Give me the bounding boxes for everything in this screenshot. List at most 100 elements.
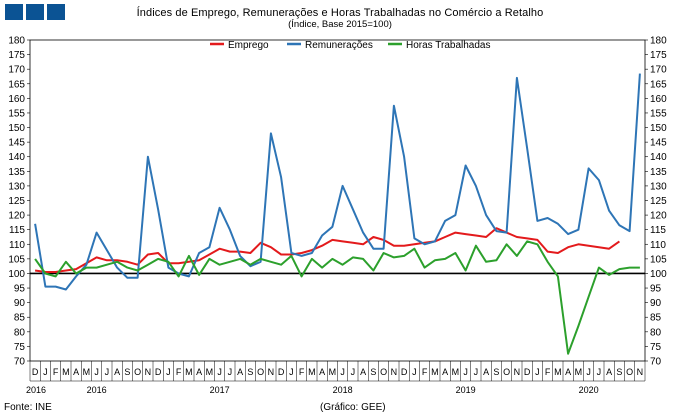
x-month-label: D: [32, 367, 39, 377]
y-tick-label-left: 180: [8, 36, 25, 47]
chart-subtitle: (Índice, Base 2015=100): [288, 19, 392, 30]
x-month-label: J: [586, 367, 591, 377]
y-tick-label-left: 145: [8, 138, 25, 149]
series-line-horas-trabalhadas: [34, 240, 640, 355]
x-month-label: M: [431, 367, 439, 377]
y-tick-label-left: 135: [8, 167, 25, 178]
x-month-label: A: [606, 367, 612, 377]
y-tick-label-left: 115: [9, 225, 25, 236]
y-tick-label-right: 120: [650, 211, 667, 222]
plot-frame: [29, 39, 646, 362]
x-month-label: M: [452, 367, 460, 377]
chart-credit: (Gráfico: GEE): [320, 402, 386, 413]
x-month-label: M: [206, 367, 214, 377]
x-year-label: 2017: [210, 385, 230, 395]
y-tick-label-right: 140: [650, 152, 667, 163]
x-month-label: M: [329, 367, 337, 377]
x-month-label: M: [83, 367, 91, 377]
y-tick-label-left: 140: [8, 152, 25, 163]
logo-block: [26, 4, 44, 20]
y-tick-label-left: 105: [8, 254, 25, 265]
chart-title: Índices de Emprego, Remunerações e Horas…: [136, 7, 544, 19]
x-month-label: J: [412, 367, 417, 377]
x-month-label: J: [289, 367, 294, 377]
x-month-label: O: [626, 367, 633, 377]
y-tick-label-right: 80: [650, 327, 662, 338]
x-month-label: O: [503, 367, 510, 377]
y-tick-label-left: 155: [8, 108, 25, 119]
y-tick-label-right: 180: [650, 36, 667, 47]
series-line-emprego: [34, 227, 620, 273]
x-month-label: S: [247, 367, 253, 377]
x-month-label: A: [442, 367, 448, 377]
x-month-label: J: [474, 367, 479, 377]
y-tick-label-left: 75: [14, 342, 26, 353]
x-year-label: 2016: [26, 385, 46, 395]
x-month-label: N: [637, 367, 644, 377]
x-month-label: J: [105, 367, 110, 377]
y-tick-label-right: 150: [650, 123, 667, 134]
x-month-label: J: [43, 367, 48, 377]
x-month-label: F: [299, 367, 305, 377]
x-month-label: M: [308, 367, 316, 377]
x-year-label: 2018: [333, 385, 353, 395]
y-tick-label-right: 105: [650, 254, 667, 265]
x-month-label: J: [597, 367, 602, 377]
y-tick-label-right: 160: [650, 94, 667, 105]
y-tick-label-right: 130: [650, 181, 667, 192]
x-month-label: A: [565, 367, 571, 377]
legend-label: Emprego: [228, 40, 269, 51]
x-year-label: 2020: [579, 385, 599, 395]
y-tick-label-right: 85: [650, 313, 662, 324]
x-month-label: D: [155, 367, 162, 377]
x-month-label: A: [483, 367, 489, 377]
y-tick-label-left: 120: [8, 211, 25, 222]
x-month-label: A: [319, 367, 325, 377]
x-month-label: S: [370, 367, 376, 377]
x-month-label: N: [391, 367, 398, 377]
y-tick-label-left: 130: [8, 181, 25, 192]
y-tick-label-left: 160: [8, 94, 25, 105]
x-month-label: A: [73, 367, 79, 377]
y-tick-label-left: 110: [9, 240, 25, 251]
x-month-label: J: [228, 367, 233, 377]
x-month-label: M: [554, 367, 562, 377]
series-line-remunera-es: [34, 73, 641, 291]
x-month-label: O: [134, 367, 141, 377]
x-month-label: J: [94, 367, 99, 377]
logo-block: [5, 4, 23, 20]
x-month-label: J: [463, 367, 468, 377]
y-tick-label-right: 100: [650, 269, 667, 280]
y-tick-label-right: 175: [650, 50, 667, 61]
y-tick-label-left: 170: [8, 65, 25, 76]
logo-block: [47, 4, 65, 20]
gee-logo: [5, 4, 65, 20]
y-tick-label-left: 125: [8, 196, 25, 207]
y-tick-label-left: 165: [8, 79, 25, 90]
y-tick-label-left: 175: [8, 50, 25, 61]
y-tick-label-left: 85: [14, 313, 26, 324]
y-tick-label-left: 95: [14, 284, 26, 295]
x-month-label: J: [340, 367, 345, 377]
x-month-label: A: [237, 367, 243, 377]
x-month-label: M: [185, 367, 193, 377]
y-tick-label-left: 90: [14, 298, 26, 309]
x-month-label: F: [422, 367, 428, 377]
x-month-label: S: [124, 367, 130, 377]
y-tick-label-left: 150: [8, 123, 25, 134]
x-month-label: A: [360, 367, 366, 377]
y-tick-label-right: 125: [650, 196, 667, 207]
x-month-label: J: [351, 367, 356, 377]
x-month-label: S: [493, 367, 499, 377]
y-tick-label-right: 170: [650, 65, 667, 76]
y-tick-label-right: 145: [650, 138, 667, 149]
legend-label: Remunerações: [305, 40, 373, 51]
x-month-label: F: [176, 367, 182, 377]
x-year-label: 2019: [456, 385, 476, 395]
y-tick-label-right: 135: [650, 167, 667, 178]
x-month-label: A: [196, 367, 202, 377]
x-month-label: M: [62, 367, 70, 377]
x-month-label: N: [145, 367, 152, 377]
y-tick-label-left: 70: [14, 357, 26, 368]
